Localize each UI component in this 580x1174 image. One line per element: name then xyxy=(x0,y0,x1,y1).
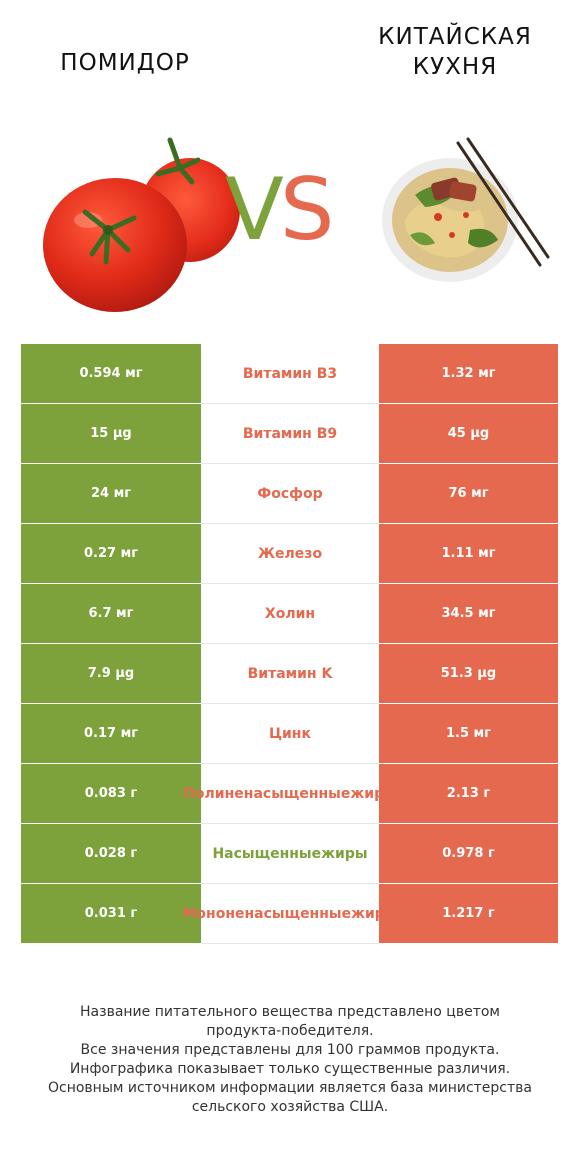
table-row: 0.594 мг Витамин B3 1.32 мг xyxy=(21,344,558,404)
right-value: 2.13 г xyxy=(379,764,558,824)
nutrient-line: Холин xyxy=(264,605,316,622)
left-value: 6.7 мг xyxy=(21,584,201,644)
left-value: 0.031 г xyxy=(21,884,201,944)
table-row: 0.17 мг Цинк 1.5 мг xyxy=(21,704,558,764)
right-value: 1.32 мг xyxy=(379,344,558,404)
right-title-line-1: КИТАЙСКАЯ xyxy=(378,24,532,50)
table-row: 6.7 мг Холин 34.5 мг xyxy=(21,584,558,644)
table-row: 24 мг Фосфор 76 мг xyxy=(21,464,558,524)
nutrient-name: Витамин K xyxy=(201,644,379,704)
nutrient-line: Витамин K xyxy=(247,665,333,682)
noodle-soup-image xyxy=(382,137,550,282)
nutrient-name: Цинк xyxy=(201,704,379,764)
tomato-image xyxy=(43,137,240,312)
footer-line: Инфографика показывает только существенн… xyxy=(69,1061,511,1077)
nutrient-name: Полиненасыщенные жиры xyxy=(183,764,397,824)
nutrient-name: Железо xyxy=(201,524,379,584)
footer-line: Все значения представлены для 100 граммо… xyxy=(80,1042,500,1058)
footer-line: сельского хозяйства США. xyxy=(191,1099,389,1115)
footer-line: Основным источником информации является … xyxy=(48,1080,532,1096)
table-row: 0.27 мг Железо 1.11 мг xyxy=(21,524,558,584)
right-value: 34.5 мг xyxy=(379,584,558,644)
nutrient-line: жиры xyxy=(321,845,368,862)
left-value: 0.028 г xyxy=(21,824,201,884)
left-value: 0.17 мг xyxy=(21,704,201,764)
right-value: 76 мг xyxy=(379,464,558,524)
left-value: 24 мг xyxy=(21,464,201,524)
left-product-title: ПОМИДОР xyxy=(60,50,190,76)
vs-label: VS xyxy=(225,160,335,260)
right-value: 45 µg xyxy=(379,404,558,464)
left-value: 0.083 г xyxy=(21,764,201,824)
nutrient-line: Полиненасыщенные xyxy=(183,785,351,802)
nutrient-line: Железо xyxy=(257,545,323,562)
nutrient-line: Мононенасыщенные xyxy=(182,905,352,922)
left-value: 0.27 мг xyxy=(21,524,201,584)
right-product-title: КИТАЙСКАЯ КУХНЯ xyxy=(355,22,555,82)
nutrient-name: Мононенасыщенные жиры xyxy=(183,884,398,944)
right-title-line-2: КУХНЯ xyxy=(412,54,498,80)
nutrient-line: Цинк xyxy=(269,725,311,742)
nutrient-name: Витамин B9 xyxy=(201,404,379,464)
nutrient-name: Холин xyxy=(201,584,379,644)
nutrient-line: Фосфор xyxy=(257,485,323,502)
table-row: 7.9 µg Витамин K 51.3 µg xyxy=(21,644,558,704)
table-row: 15 µg Витамин B9 45 µg xyxy=(21,404,558,464)
right-value: 51.3 µg xyxy=(379,644,558,704)
table-row: 0.083 г Полиненасыщенные жиры 2.13 г xyxy=(21,764,558,824)
left-value: 0.594 мг xyxy=(21,344,201,404)
nutrient-name: Насыщенные жиры xyxy=(201,824,379,884)
right-value: 1.5 мг xyxy=(379,704,558,764)
footer-note: Название питательного вещества представл… xyxy=(20,1003,560,1117)
footer-line: продукта-победителя. xyxy=(206,1023,374,1039)
nutrient-name: Витамин B3 xyxy=(201,344,379,404)
left-value: 15 µg xyxy=(21,404,201,464)
nutrient-line: Витамин B3 xyxy=(242,365,338,382)
nutrient-name: Фосфор xyxy=(201,464,379,524)
right-value: 1.11 мг xyxy=(379,524,558,584)
vs-s: S xyxy=(279,160,335,260)
right-value: 0.978 г xyxy=(379,824,558,884)
nutrient-line: Насыщенные xyxy=(212,845,322,862)
table-row: 0.028 г Насыщенные жиры 0.978 г xyxy=(21,824,558,884)
right-value: 1.217 г xyxy=(379,884,558,944)
table-row: 0.031 г Мононенасыщенные жиры 1.217 г xyxy=(21,884,558,944)
nutrient-line: Витамин B9 xyxy=(242,425,338,442)
vs-v: V xyxy=(225,160,284,260)
comparison-table: 0.594 мг Витамин B3 1.32 мг 15 µg Витами… xyxy=(21,344,558,944)
footer-line: Название питательного вещества представл… xyxy=(80,1004,500,1020)
left-value: 7.9 µg xyxy=(21,644,201,704)
